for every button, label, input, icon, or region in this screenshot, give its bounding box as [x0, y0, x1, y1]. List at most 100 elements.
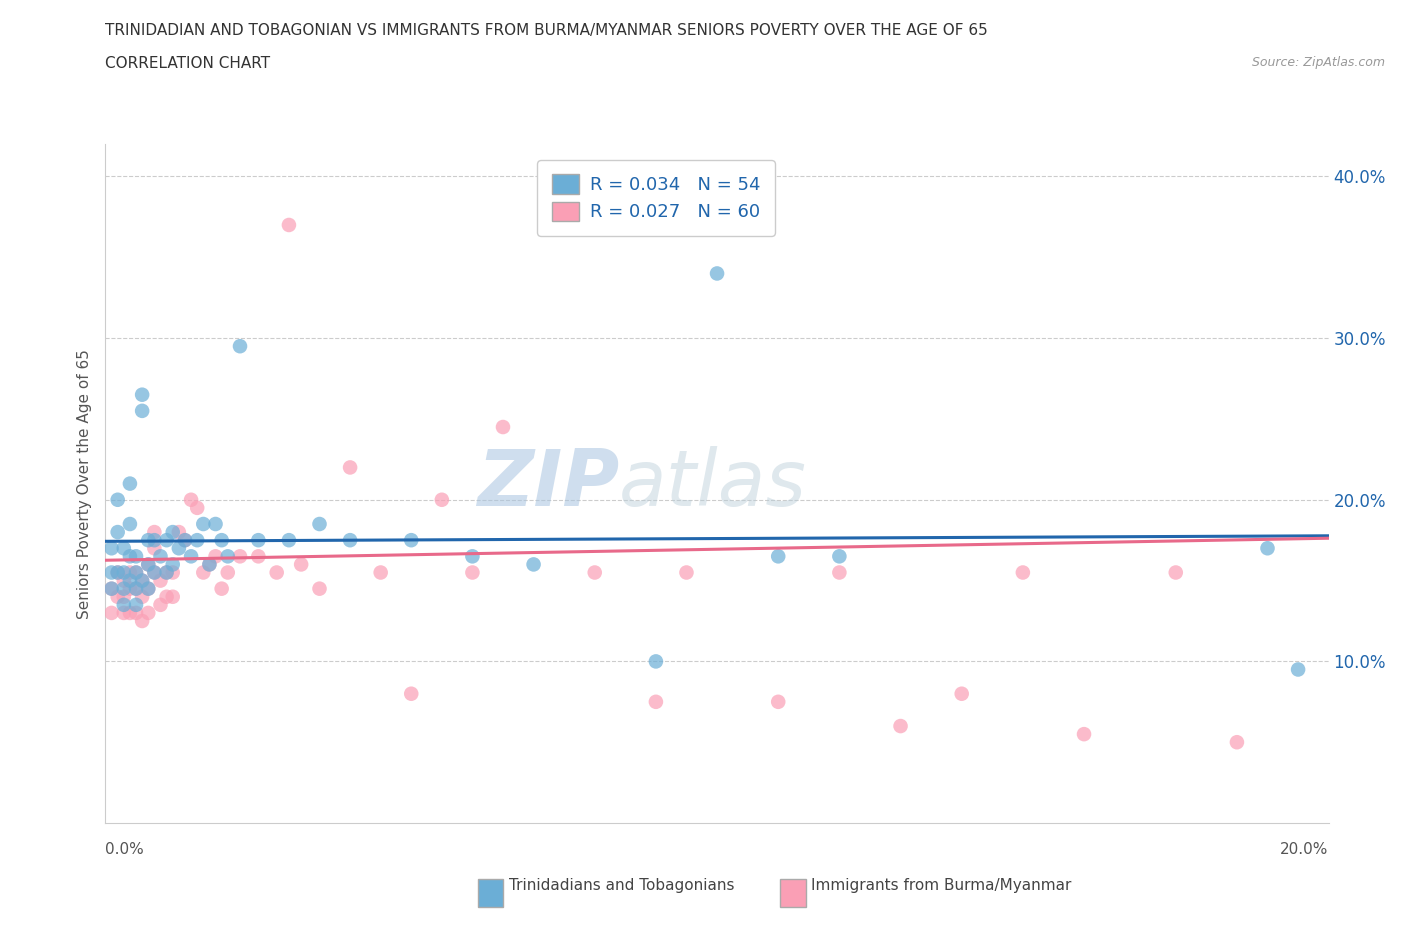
Point	[131, 404, 153, 418]
Point	[136, 581, 159, 596]
Point	[401, 686, 423, 701]
Point	[107, 565, 129, 580]
Point	[180, 492, 202, 507]
Point	[308, 581, 330, 596]
Point	[401, 533, 423, 548]
Point	[339, 533, 361, 548]
Point	[583, 565, 606, 580]
Point	[167, 525, 190, 539]
Point	[112, 597, 135, 612]
Point	[211, 581, 233, 596]
Point	[162, 590, 184, 604]
Text: TRINIDADIAN AND TOBAGONIAN VS IMMIGRANTS FROM BURMA/MYANMAR SENIORS POVERTY OVER: TRINIDADIAN AND TOBAGONIAN VS IMMIGRANTS…	[105, 23, 988, 38]
Point	[1286, 662, 1309, 677]
Point	[492, 419, 515, 434]
Point	[107, 525, 129, 539]
Point	[136, 533, 159, 548]
Point	[112, 605, 135, 620]
Point	[155, 565, 177, 580]
Point	[523, 557, 546, 572]
Point	[162, 557, 184, 572]
Point	[162, 525, 184, 539]
Point	[339, 460, 361, 475]
Text: CORRELATION CHART: CORRELATION CHART	[105, 56, 270, 71]
Point	[198, 557, 221, 572]
Point	[204, 516, 226, 531]
Point	[136, 557, 159, 572]
Point	[644, 695, 666, 710]
Point	[217, 565, 239, 580]
Point	[112, 565, 135, 580]
Point	[768, 549, 790, 564]
Text: ZIP: ZIP	[477, 445, 619, 522]
Point	[125, 565, 148, 580]
Point	[131, 387, 153, 402]
Point	[828, 549, 851, 564]
Point	[143, 541, 166, 556]
Point	[107, 492, 129, 507]
Point	[461, 565, 484, 580]
Point	[125, 565, 148, 580]
Point	[308, 516, 330, 531]
Point	[149, 597, 172, 612]
Point	[180, 549, 202, 564]
Point	[107, 590, 129, 604]
Point	[131, 573, 153, 588]
Point	[706, 266, 728, 281]
Point	[1226, 735, 1249, 750]
Point	[290, 557, 312, 572]
Point	[211, 533, 233, 548]
Point	[100, 581, 122, 596]
Point	[675, 565, 697, 580]
Text: 0.0%: 0.0%	[105, 842, 145, 857]
Point	[247, 533, 270, 548]
Point	[266, 565, 288, 580]
Point	[125, 597, 148, 612]
Point	[768, 695, 790, 710]
Point	[143, 565, 166, 580]
Text: Source: ZipAtlas.com: Source: ZipAtlas.com	[1251, 56, 1385, 69]
Point	[131, 614, 153, 629]
Point	[828, 565, 851, 580]
Point	[1011, 565, 1033, 580]
Point	[107, 565, 129, 580]
Text: Trinidadians and Tobagonians: Trinidadians and Tobagonians	[509, 878, 734, 893]
Point	[217, 549, 239, 564]
Point	[112, 590, 135, 604]
Text: Immigrants from Burma/Myanmar: Immigrants from Burma/Myanmar	[811, 878, 1071, 893]
Point	[100, 541, 122, 556]
Point	[198, 557, 221, 572]
Point	[247, 549, 270, 564]
Point	[1073, 726, 1095, 741]
Point	[204, 549, 226, 564]
Point	[118, 476, 141, 491]
Point	[112, 541, 135, 556]
Point	[950, 686, 973, 701]
Point	[118, 549, 141, 564]
Point	[143, 525, 166, 539]
Point	[155, 533, 177, 548]
Point	[118, 581, 141, 596]
Point	[118, 516, 141, 531]
Point	[174, 533, 197, 548]
Point	[229, 549, 252, 564]
Point	[1256, 541, 1278, 556]
Point	[186, 533, 208, 548]
Point	[430, 492, 453, 507]
Text: atlas: atlas	[619, 445, 807, 522]
Point	[186, 500, 208, 515]
Point	[1164, 565, 1187, 580]
Point	[136, 581, 159, 596]
Point	[118, 573, 141, 588]
Point	[100, 581, 122, 596]
Point	[193, 565, 215, 580]
Point	[278, 218, 301, 232]
Point	[125, 581, 148, 596]
Point	[136, 605, 159, 620]
Point	[149, 573, 172, 588]
Legend: R = 0.034   N = 54, R = 0.027   N = 60: R = 0.034 N = 54, R = 0.027 N = 60	[537, 160, 775, 236]
Point	[112, 581, 135, 596]
Text: 20.0%: 20.0%	[1281, 842, 1329, 857]
Y-axis label: Seniors Poverty Over the Age of 65: Seniors Poverty Over the Age of 65	[77, 349, 93, 618]
Point	[162, 565, 184, 580]
